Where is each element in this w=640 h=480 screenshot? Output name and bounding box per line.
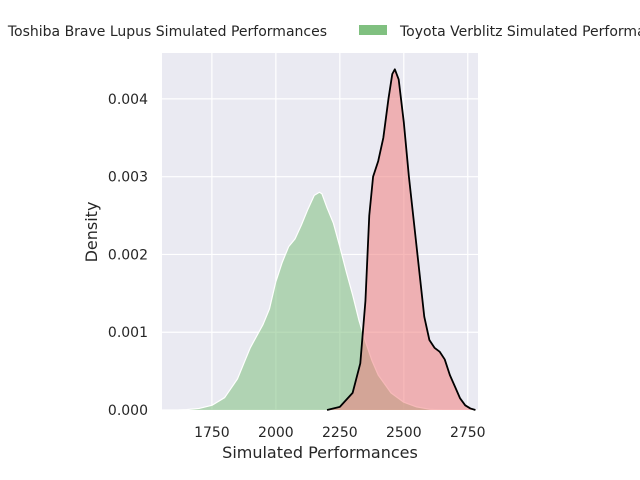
legend-label-toyota: Toyota Verblitz Simulated Performances xyxy=(399,24,640,40)
density-line-toshiba xyxy=(326,68,476,411)
density-area-toyota xyxy=(178,192,476,410)
legend: Toshiba Brave Lupus Simulated Performanc… xyxy=(7,24,640,40)
series-layer xyxy=(178,68,476,411)
y-tick-label: 0.003 xyxy=(108,170,148,186)
y-tick-label: 0.000 xyxy=(108,403,148,419)
x-tick-label: 2000 xyxy=(258,425,294,441)
y-tick-labels: 0.000 0.001 0.002 0.003 0.004 xyxy=(108,92,148,419)
x-tick-label: 2500 xyxy=(386,425,422,441)
legend-swatch-toyota xyxy=(359,25,387,35)
y-tick-label: 0.002 xyxy=(108,247,148,263)
x-tick-labels: 1750 2000 2250 2500 2750 xyxy=(194,425,486,441)
y-tick-label: 0.001 xyxy=(108,325,148,341)
x-axis-title: Simulated Performances xyxy=(222,443,418,462)
x-tick-label: 2250 xyxy=(322,425,358,441)
y-tick-label: 0.004 xyxy=(108,92,148,108)
legend-label-toshiba: Toshiba Brave Lupus Simulated Performanc… xyxy=(7,24,327,40)
x-tick-label: 1750 xyxy=(194,425,230,441)
x-tick-label: 2750 xyxy=(450,425,486,441)
y-axis-title: Density xyxy=(82,202,101,263)
